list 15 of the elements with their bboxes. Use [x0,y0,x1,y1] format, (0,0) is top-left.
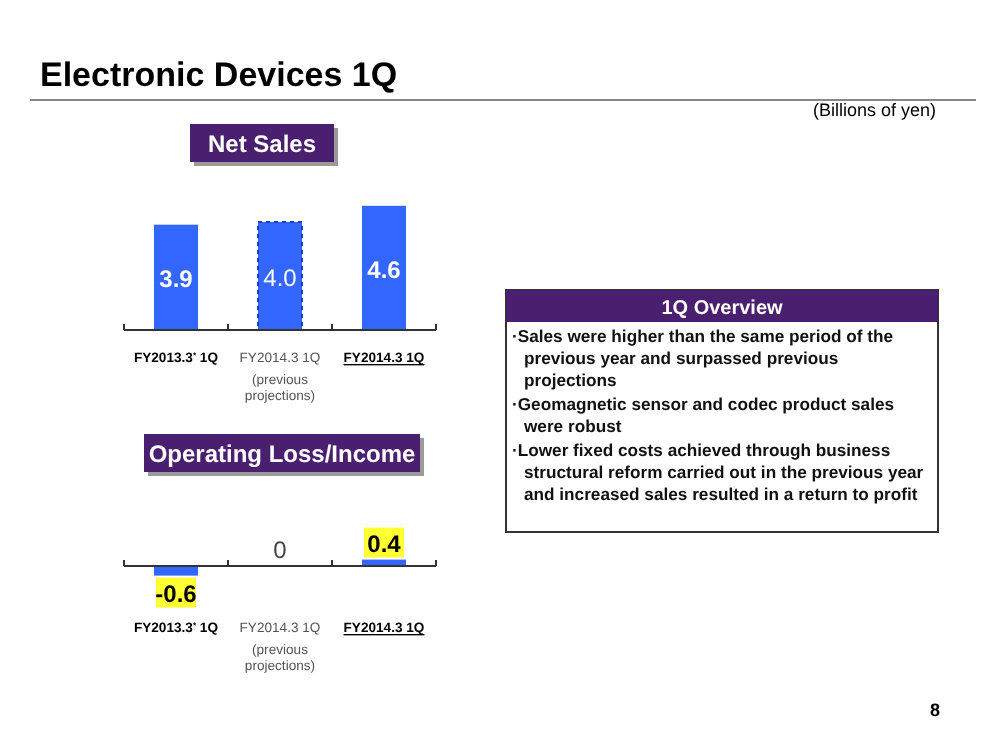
text: ·Sales were higher than the same period of the previous year and surpassed previous projections [512,326,896,392]
chart-title: Net Sales [207,130,317,158]
data-label: 0.4 [367,529,402,558]
text: (Billions of yen) [812,100,936,120]
text: ·Lower fixed costs achieved through business structural reform carried out in the previous year and increased sales resulted in a return to profit [512,440,926,506]
data-label: 3.9 [159,265,194,294]
chart-title: Operating Loss/Income [148,440,417,468]
text: ·Geomagnetic sensor and codec product sales were robust [512,394,897,438]
text: 8 [929,700,940,720]
text: Electronic Devices 1Q [40,56,398,94]
data-label: 0 [273,536,288,564]
data-label: 4.6 [367,255,402,284]
data-label: -0.6 [155,579,198,608]
data-label: 4.0 [263,264,298,292]
text: 1Q Overview [661,298,784,320]
